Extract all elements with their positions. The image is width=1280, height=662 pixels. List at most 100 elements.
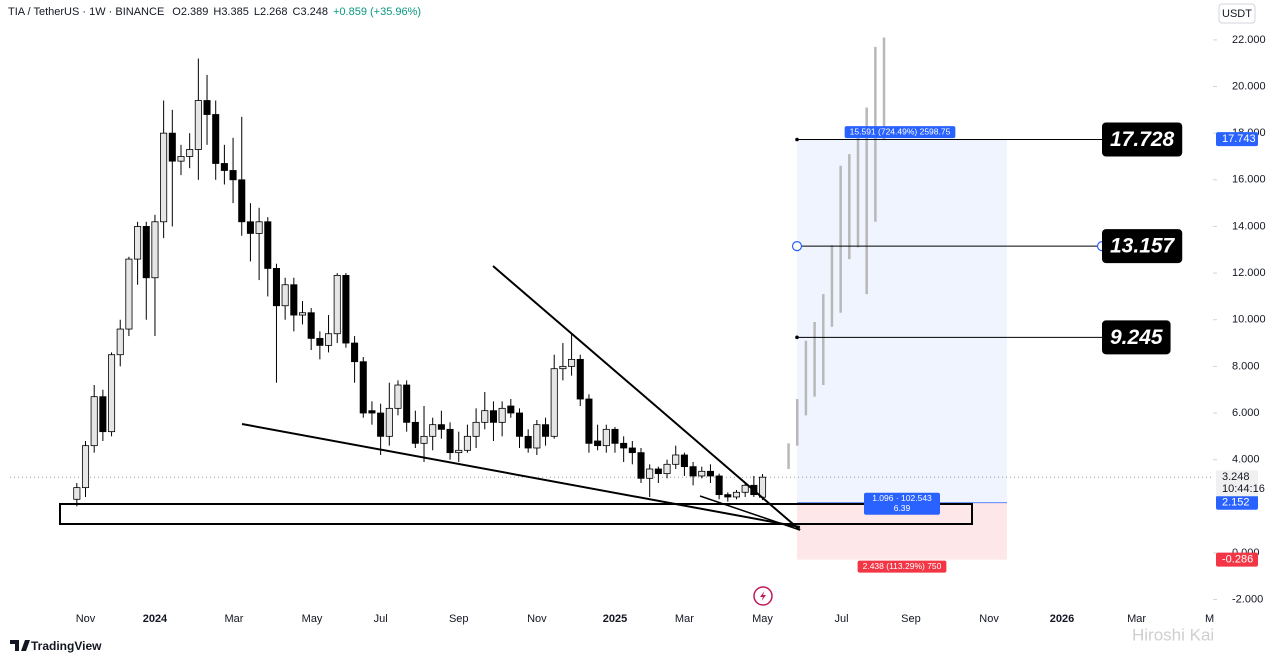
stop-label-box xyxy=(857,560,947,573)
x-tick-label: Jul xyxy=(834,613,848,625)
countdown: 10:44:16 xyxy=(1222,483,1265,495)
candle-body xyxy=(463,435,471,451)
candle-body xyxy=(489,410,497,423)
candle-body xyxy=(307,312,315,339)
candle-body xyxy=(333,275,341,335)
x-tick-label: Sep xyxy=(901,613,921,625)
candle-body xyxy=(550,368,558,437)
current-price-box xyxy=(1216,470,1258,497)
candle-body xyxy=(134,226,142,260)
footer-brand: TradingView xyxy=(31,639,102,653)
watermark: Hiroshi Kai xyxy=(1132,625,1214,644)
candle-body xyxy=(151,221,159,279)
candle-body xyxy=(99,396,107,433)
candle-body xyxy=(255,221,263,234)
y-tick-label: 8.000 xyxy=(1232,360,1260,372)
entry-label-box xyxy=(864,492,940,515)
target-label: 15.591 (724.49%) 2598.75 xyxy=(850,126,951,136)
header-item: O2.389 xyxy=(172,6,208,18)
candle-body xyxy=(568,358,576,367)
candle-body xyxy=(524,435,532,449)
currency: USDT xyxy=(1222,8,1252,20)
x-tick-label: May xyxy=(752,613,773,625)
x-tick-label: 2026 xyxy=(1050,613,1074,625)
y-tick-label: 16.000 xyxy=(1232,174,1266,186)
y-tick-label: -2.000 xyxy=(1232,593,1263,605)
candle-body xyxy=(533,424,541,449)
x-tick-label: Mar xyxy=(675,613,694,625)
candle-body xyxy=(724,494,732,498)
entry-price-box xyxy=(1216,495,1258,510)
candle-body xyxy=(229,170,237,181)
tradingview-logo[interactable] xyxy=(10,640,30,651)
candle-body xyxy=(689,466,697,477)
y-tick-label: 22.000 xyxy=(1232,34,1266,46)
level-dot xyxy=(795,335,799,340)
drawings xyxy=(59,265,973,531)
candle-body xyxy=(559,365,567,370)
candle-body xyxy=(732,491,741,498)
candle-body xyxy=(116,328,124,356)
candle-body xyxy=(628,447,636,454)
target-price-box xyxy=(1216,132,1258,147)
candle-body xyxy=(81,445,90,489)
stop-label: 2.438 (113.29%) 750 xyxy=(863,561,942,571)
candle-body xyxy=(741,484,749,493)
candle-body xyxy=(212,114,220,164)
candle-body xyxy=(220,163,228,171)
candle-body xyxy=(698,470,706,477)
level-label: 9.245 xyxy=(1110,326,1163,349)
candle-body xyxy=(351,342,359,363)
qty-label: 6.39 xyxy=(894,503,911,513)
candle-body xyxy=(290,284,298,316)
currency-box xyxy=(1218,3,1256,24)
x-tick-label: 2024 xyxy=(143,613,168,625)
y-tick-label: 20.000 xyxy=(1232,80,1266,92)
candle-body xyxy=(246,221,254,234)
candle-body xyxy=(542,424,550,437)
candle-body xyxy=(403,384,411,423)
candle-body xyxy=(177,156,185,162)
candle-body xyxy=(507,405,515,414)
candle-body xyxy=(576,358,584,400)
candle-body xyxy=(368,410,376,414)
x-tick-label: Mar xyxy=(224,613,243,625)
x-tick-label: Nov xyxy=(979,613,999,625)
candle-body xyxy=(706,470,714,477)
trend-line xyxy=(492,265,801,531)
candle-body xyxy=(168,132,176,162)
candle-body xyxy=(620,442,628,449)
y-tick-label: 4.000 xyxy=(1232,454,1260,466)
candle-body xyxy=(637,452,645,479)
candle-body xyxy=(160,132,168,223)
events-icon[interactable] xyxy=(753,586,773,606)
candle-body xyxy=(186,149,194,157)
candle-body xyxy=(272,268,280,307)
x-tick-label: M xyxy=(1205,613,1214,625)
candle-body xyxy=(420,435,428,444)
candle-body xyxy=(385,407,393,437)
candle-body xyxy=(594,440,602,447)
candle-body xyxy=(680,454,688,468)
stop-price: -0.286 xyxy=(1222,554,1253,566)
candle-body xyxy=(611,428,619,444)
candle-body xyxy=(359,361,367,414)
profit-zone xyxy=(797,139,1007,503)
y-tick-label: 14.000 xyxy=(1232,220,1266,232)
candle-body xyxy=(142,226,150,279)
candle-body xyxy=(472,421,480,437)
candle-body xyxy=(377,412,385,437)
x-tick-label: Nov xyxy=(76,613,96,625)
x-tick-label: Jul xyxy=(374,613,388,625)
candle-body xyxy=(663,463,671,475)
support-zone xyxy=(59,503,973,525)
candle-body xyxy=(715,475,723,496)
x-tick-label: Nov xyxy=(527,613,547,625)
x-tick-label: Mar xyxy=(1127,613,1146,625)
candle-body xyxy=(73,487,81,500)
header-item: L2.268 xyxy=(254,6,288,18)
candle-body xyxy=(429,424,437,437)
level-label-box xyxy=(1102,320,1171,355)
candle-body xyxy=(264,221,272,269)
